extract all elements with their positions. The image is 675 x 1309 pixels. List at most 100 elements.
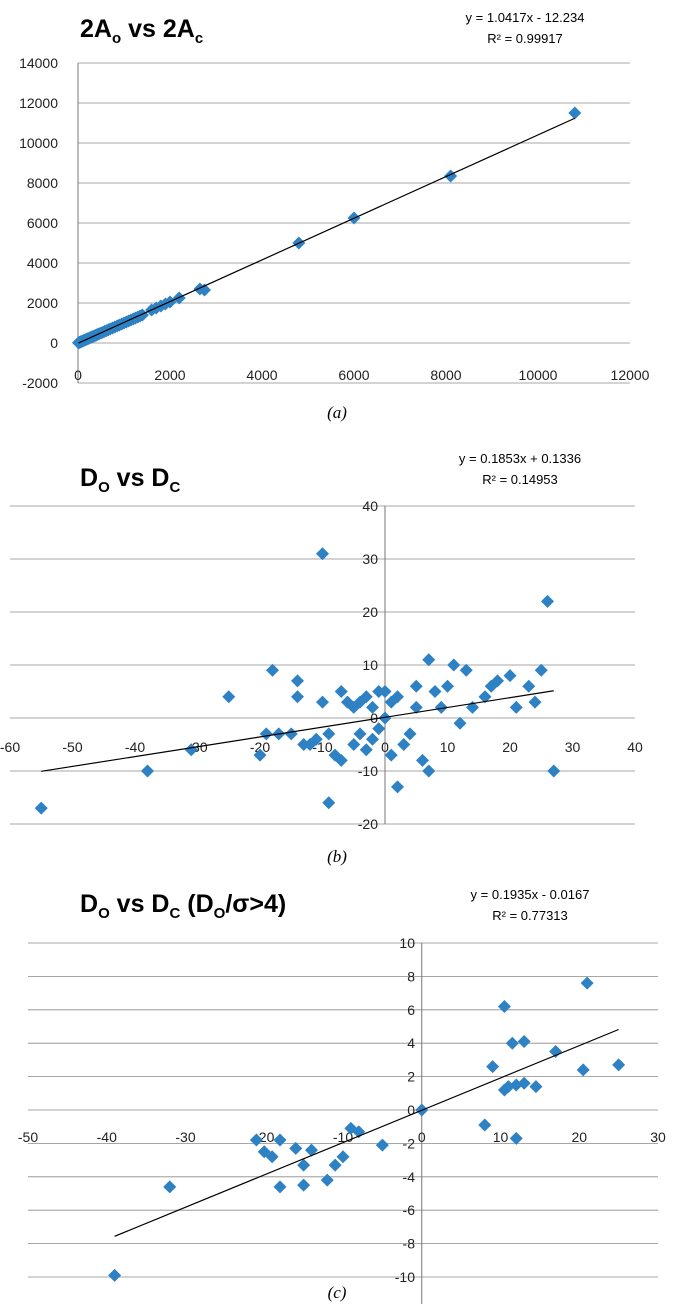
y-tick-label: 20 bbox=[362, 604, 378, 620]
data-point bbox=[366, 700, 379, 714]
data-point bbox=[403, 727, 417, 741]
chart-b-equation: y = 0.1853x + 0.1336 bbox=[459, 451, 581, 466]
data-point bbox=[505, 1036, 519, 1050]
data-point bbox=[266, 663, 279, 677]
y-tick-label: 2000 bbox=[27, 295, 58, 311]
data-point bbox=[284, 727, 298, 741]
data-point bbox=[580, 976, 594, 990]
x-tick-label: 40 bbox=[627, 739, 643, 755]
chart-a-title: 2Ao vs 2Ac bbox=[80, 15, 203, 47]
chart-c: DO vs DC (DO/σ>4) y = 0.1935x - 0.0167 R… bbox=[18, 887, 666, 1309]
data-point bbox=[347, 738, 361, 751]
data-point bbox=[528, 695, 542, 709]
y-tick-label: -2000 bbox=[22, 375, 58, 391]
y-tick-label: 12000 bbox=[19, 95, 58, 111]
data-point bbox=[447, 658, 461, 672]
y-tick-label: 0 bbox=[50, 335, 58, 351]
data-point bbox=[534, 663, 548, 677]
data-points bbox=[34, 547, 561, 815]
y-tick-label: 2 bbox=[407, 1069, 415, 1085]
data-point bbox=[273, 1180, 287, 1194]
y-tick-label: 4000 bbox=[27, 255, 58, 271]
chart-b-panel-label: (b) bbox=[327, 847, 347, 866]
data-point bbox=[391, 690, 404, 704]
x-tick-label: 0 bbox=[418, 1129, 426, 1145]
data-point bbox=[522, 679, 536, 693]
data-point bbox=[612, 1058, 626, 1072]
data-point bbox=[397, 738, 411, 751]
plot-area: -12-10-8-6-4-20246810-50-40-30-20-100102… bbox=[18, 935, 666, 1309]
data-point bbox=[503, 669, 517, 683]
data-point bbox=[541, 594, 554, 608]
data-point bbox=[509, 700, 523, 714]
chart-c-r-squared: R² = 0.77313 bbox=[492, 908, 568, 923]
x-tick-label: -50 bbox=[62, 739, 82, 755]
chart-b-r-squared: R² = 0.14953 bbox=[482, 472, 558, 487]
data-point bbox=[289, 1141, 303, 1155]
data-point bbox=[253, 748, 267, 762]
x-tick-label: -30 bbox=[175, 1129, 195, 1145]
x-tick-label: -40 bbox=[97, 1129, 117, 1145]
x-tick-label: -60 bbox=[0, 739, 20, 755]
data-point bbox=[291, 674, 304, 688]
data-point bbox=[163, 1180, 177, 1194]
data-point bbox=[322, 796, 336, 810]
data-point bbox=[529, 1080, 543, 1094]
y-tick-label: 10 bbox=[362, 657, 378, 673]
data-point bbox=[359, 690, 373, 704]
x-tick-label: -20 bbox=[250, 739, 270, 755]
data-point bbox=[141, 764, 154, 778]
y-tick-label: 8000 bbox=[27, 175, 58, 191]
data-point bbox=[359, 743, 373, 757]
data-point bbox=[108, 1268, 122, 1282]
y-tick-label: -8 bbox=[403, 1236, 416, 1252]
trendline bbox=[78, 117, 576, 344]
data-point bbox=[366, 732, 379, 746]
x-tick-label: 4000 bbox=[246, 367, 277, 383]
data-point bbox=[384, 748, 398, 762]
data-point bbox=[334, 685, 348, 698]
x-tick-label: 2000 bbox=[154, 367, 185, 383]
y-tick-label: 6 bbox=[407, 1002, 415, 1018]
chart-b-title: DO vs DC bbox=[80, 464, 181, 496]
data-point bbox=[453, 716, 467, 730]
x-tick-label: 10000 bbox=[519, 367, 558, 383]
y-tick-label: 10000 bbox=[19, 135, 58, 151]
y-tick-label: 4 bbox=[407, 1035, 415, 1051]
y-tick-label: -4 bbox=[403, 1169, 416, 1185]
x-tick-label: 20 bbox=[571, 1129, 587, 1145]
chart-a-equation: y = 1.0417x - 12.234 bbox=[466, 10, 585, 25]
chart-c-title: DO vs DC (DO/σ>4) bbox=[80, 890, 286, 922]
data-point bbox=[265, 1150, 279, 1164]
data-point bbox=[328, 1158, 342, 1172]
x-tick-label: 30 bbox=[650, 1129, 666, 1145]
data-point bbox=[378, 711, 392, 725]
chart-c-equation: y = 0.1935x - 0.0167 bbox=[471, 887, 590, 902]
data-point bbox=[309, 732, 323, 746]
x-tick-label: 30 bbox=[565, 739, 581, 755]
y-tick-label: 30 bbox=[362, 551, 378, 567]
data-point bbox=[517, 1035, 531, 1049]
data-point bbox=[428, 685, 442, 698]
y-tick-label: 40 bbox=[362, 498, 378, 514]
y-tick-label: 14000 bbox=[19, 55, 58, 71]
chart-a-panel-label: (a) bbox=[327, 403, 347, 422]
chart-a: 2Ao vs 2Ac y = 1.0417x - 12.234 R² = 0.9… bbox=[19, 10, 650, 422]
y-tick-label: 0 bbox=[407, 1102, 415, 1118]
chart-a-r-squared: R² = 0.99917 bbox=[487, 31, 563, 46]
y-tick-label: -10 bbox=[358, 763, 378, 779]
data-point bbox=[297, 1158, 311, 1172]
data-point bbox=[416, 753, 429, 767]
data-point bbox=[334, 753, 348, 767]
data-point bbox=[486, 1060, 500, 1074]
x-tick-label: 6000 bbox=[338, 367, 369, 383]
data-point bbox=[378, 685, 392, 698]
x-tick-label: 10 bbox=[493, 1129, 509, 1145]
data-point bbox=[549, 1045, 563, 1059]
x-tick-label: 12000 bbox=[611, 367, 650, 383]
y-tick-label: 6000 bbox=[27, 215, 58, 231]
x-tick-label: 0 bbox=[381, 739, 389, 755]
plot-area: -20-10010203040-60-50-40-30-20-100102030… bbox=[0, 498, 643, 832]
data-point bbox=[320, 1173, 334, 1187]
y-tick-label: 0 bbox=[370, 710, 378, 726]
